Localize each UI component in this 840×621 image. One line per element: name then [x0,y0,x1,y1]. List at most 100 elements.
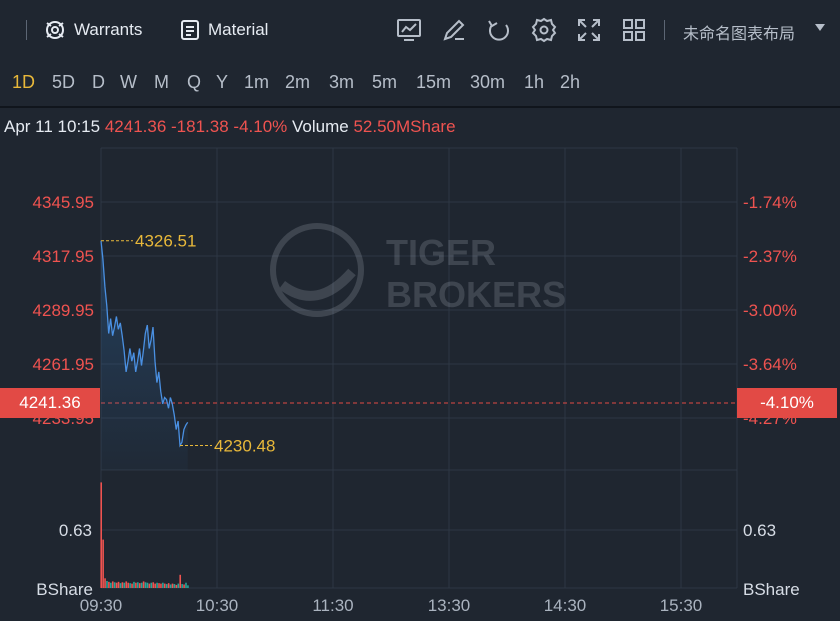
volume-bar [137,582,139,588]
period-2m[interactable]: 2m [285,72,311,92]
volume-bar [160,583,162,588]
settings-icon [531,17,557,43]
current-pct-tag: -4.10% [737,388,837,418]
period-m[interactable]: M [154,72,169,92]
volume-bar [187,585,189,588]
volume-bar [148,583,151,588]
volume-bar [113,582,116,588]
volume-bar [175,584,178,588]
volume-bar [179,574,182,588]
period-1h[interactable]: 1h [524,72,545,92]
layout-name-dropdown[interactable]: 未命名图表布局 [683,26,796,43]
chevron-down-icon[interactable] [815,24,825,31]
layout-grid-icon [623,19,645,41]
indicator-button[interactable] [396,17,422,43]
time-axis-tick: 11:30 [312,596,353,615]
indicator-icon [397,19,421,41]
period-30m[interactable]: 30m [470,72,506,92]
period-2h[interactable]: 2h [560,72,581,92]
volume-bar [158,583,160,588]
period-5d[interactable]: 5D [52,72,76,92]
period-5m[interactable]: 5m [372,72,398,92]
period-q[interactable]: Q [187,72,202,92]
material-button[interactable]: Material [180,17,268,43]
volume-bar [119,583,122,588]
quote-info-line: Apr 11 10:15 4241.36 -181.38 -4.10% Volu… [4,117,456,137]
replay-button[interactable] [486,17,512,43]
time-axis-tick: 14:30 [544,596,587,615]
warrants-label: Warrants [74,20,143,39]
volume-bar [111,581,114,588]
draw-button[interactable] [441,17,467,43]
time-axis-tick: 15:30 [660,596,703,615]
high-price-label: 4326.51 [135,232,196,251]
tiger-brokers-watermark [270,223,364,317]
material-icon [181,20,199,40]
volume-bar [146,582,149,588]
price-axis-tick: 4317.95 [33,247,94,266]
fullscreen-icon [578,19,600,41]
volume-label: Volume [292,117,349,136]
period-1m[interactable]: 1m [244,72,270,92]
quote-change: -181.38 [171,117,229,136]
draw-icon [443,19,465,41]
toolbar-divider [664,20,665,40]
price-axis-tick: 4345.95 [33,193,94,212]
watermark-line-2: BROKERS [386,274,566,315]
volume-bar [185,582,187,588]
toolbar-divider [26,20,27,40]
time-axis-tick: 09:30 [80,596,123,615]
price-axis-tick: 4261.95 [33,355,94,374]
volume-bar [167,583,170,588]
volume-bar [177,583,180,588]
volume-bar [154,583,156,588]
warrants-icon [46,21,64,39]
fullscreen-button[interactable] [576,17,602,43]
period-1d[interactable]: 1D [12,72,36,92]
period-3m[interactable]: 3m [329,72,355,92]
volume-bar [181,584,183,588]
volume-bar [135,582,137,588]
low-price-label: 4230.48 [214,437,275,456]
volume-bar [152,582,155,588]
settings-button[interactable] [531,17,557,43]
watermark-line-1: TIGER [386,232,496,273]
volume-bar [110,582,112,588]
volume-bar [162,582,164,588]
time-axis-tick: 13:30 [428,596,471,615]
pct-axis-tick: -3.64% [743,355,797,374]
volume-bar [127,582,129,588]
period-d[interactable]: D [92,72,105,92]
warrants-button[interactable]: Warrants [44,17,142,43]
volume-axis-tick-left: 0.63 [59,521,92,540]
volume-bar [125,581,128,588]
volume-bar [102,539,104,588]
volume-bar [150,582,153,588]
price-line [100,240,189,448]
volume-bar [142,581,145,588]
period-selector: 1D 5D D W M Q Y 1m 2m 3m 5m 15m 30m 1h 2h [0,60,840,108]
volume-bar [171,583,174,588]
period-15m[interactable]: 15m [416,72,452,92]
volume-unit-right: BShare [743,580,800,599]
volume-bar [173,584,176,588]
replay-icon [488,20,509,41]
volume-bar [129,583,131,588]
time-axis-tick: 10:30 [196,596,239,615]
layout-grid-button[interactable] [621,17,647,43]
quote-datetime: Apr 11 10:15 [4,117,101,136]
quote-price: 4241.36 [104,117,167,136]
pct-axis-tick: -2.37% [743,247,797,266]
period-w[interactable]: W [120,72,137,92]
volume-bar [183,584,185,588]
volume-bar [108,581,110,588]
volume-bar [169,584,172,588]
volume-bar [138,583,141,588]
volume-bar [104,578,106,588]
pct-axis-tick: -3.00% [743,301,797,320]
current-price-tag: 4241.36 [0,388,100,418]
price-axis-tick: 4289.95 [33,301,94,320]
period-y[interactable]: Y [216,72,229,92]
chart-toolbar: Warrants Material [0,0,840,61]
